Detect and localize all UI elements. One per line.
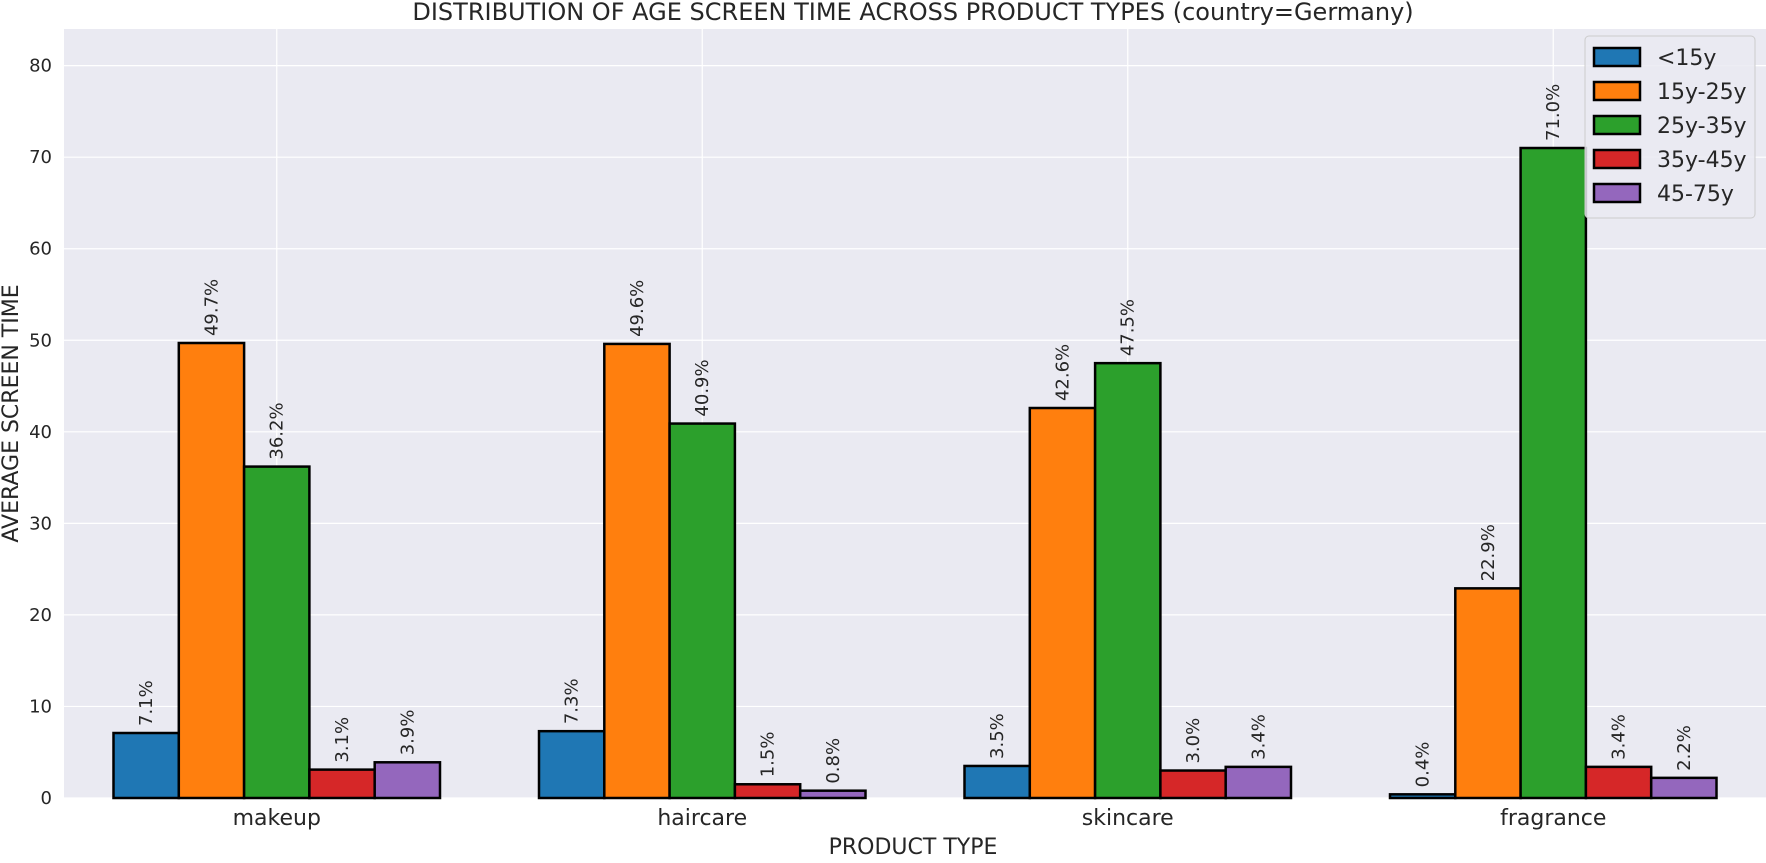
legend-swatch: [1592, 182, 1642, 204]
bar: [373, 761, 442, 800]
bar-value-label: 3.4%: [1609, 714, 1630, 760]
bar: [1224, 765, 1293, 800]
legend-label: 15y-25y: [1657, 80, 1747, 105]
bar: [603, 342, 671, 800]
legend-swatch: [1592, 80, 1642, 102]
x-tick-label: fragrance: [1500, 806, 1606, 831]
legend-label: 25y-35y: [1657, 114, 1747, 139]
y-tick-label: 40: [29, 422, 52, 443]
bar-value-label: 40.9%: [692, 359, 713, 416]
bar: [112, 731, 181, 800]
bar: [242, 465, 311, 800]
y-axis-title: AVERAGE SCREEN TIME: [0, 284, 24, 542]
bars: [112, 146, 1718, 800]
bar-value-label: 47.5%: [1118, 299, 1139, 356]
bar-value-label: 3.4%: [1248, 714, 1269, 760]
tick-labels: 0 10 20 30 40 50 60 70 80 makeup haircare skincare f…: [29, 56, 1606, 831]
y-tick-label: 0: [41, 788, 52, 809]
y-tick-label: 10: [29, 696, 52, 717]
bar: [798, 789, 867, 800]
legend-swatch: [1592, 114, 1642, 136]
bar: [308, 768, 376, 800]
x-axis-title: PRODUCT TYPE: [829, 835, 998, 859]
bar-labels: 7.1% 49.7% 36.2% 3.1% 3.9% 7.3% 49.6% 40.9% 1.5%…: [136, 84, 1695, 788]
y-tick-label: 50: [29, 330, 52, 351]
bar-value-label: 49.6%: [627, 280, 648, 337]
bar-value-label: 42.6%: [1052, 344, 1073, 401]
x-tick-label: skincare: [1082, 806, 1174, 831]
x-tick-label: haircare: [657, 806, 747, 831]
bar-value-label: 3.0%: [1183, 718, 1204, 764]
bar: [1649, 776, 1718, 800]
y-tick-label: 20: [29, 605, 52, 626]
bar: [733, 783, 802, 800]
bar: [1584, 765, 1653, 800]
bar-value-label: 7.3%: [562, 678, 583, 724]
bar-value-label: 7.1%: [136, 680, 157, 726]
bar-value-label: 0.4%: [1413, 742, 1434, 788]
legend-label: 45-75y: [1657, 182, 1734, 207]
y-tick-label: 60: [29, 239, 52, 260]
bar: [177, 341, 246, 800]
legend-label: 35y-45y: [1657, 148, 1747, 173]
bar-value-label: 3.9%: [397, 710, 418, 756]
y-tick-label: 70: [29, 147, 52, 168]
bar-value-label: 22.9%: [1478, 524, 1499, 581]
bar-value-label: 1.5%: [758, 732, 779, 778]
x-tick-label: makeup: [233, 806, 321, 831]
y-tick-label: 80: [29, 56, 52, 77]
bar: [668, 422, 737, 800]
bar: [963, 764, 1032, 800]
bar-value-label: 49.7%: [201, 279, 222, 336]
bar-value-label: 36.2%: [267, 402, 288, 459]
legend: <15y 15y-25y 25y-35y 35y-45y 45-75y: [1584, 35, 1756, 219]
bar: [1388, 793, 1457, 800]
bar: [1519, 146, 1588, 800]
bar: [1028, 406, 1097, 800]
legend-swatch: [1592, 46, 1642, 68]
y-tick-label: 30: [29, 513, 52, 534]
chart-title: DISTRIBUTION OF AGE SCREEN TIME ACROSS P…: [412, 0, 1413, 26]
bar-value-label: 3.5%: [987, 713, 1008, 759]
bar: [1454, 587, 1522, 800]
bar-value-label: 71.0%: [1543, 84, 1564, 141]
bar: [1159, 769, 1227, 800]
bar: [1093, 361, 1162, 800]
bar: [537, 729, 606, 800]
legend-swatch: [1592, 148, 1642, 170]
bar-value-label: 2.2%: [1674, 725, 1695, 771]
legend-label: <15y: [1657, 46, 1716, 71]
bar-value-label: 3.1%: [332, 717, 353, 763]
bar-value-label: 0.8%: [823, 738, 844, 784]
